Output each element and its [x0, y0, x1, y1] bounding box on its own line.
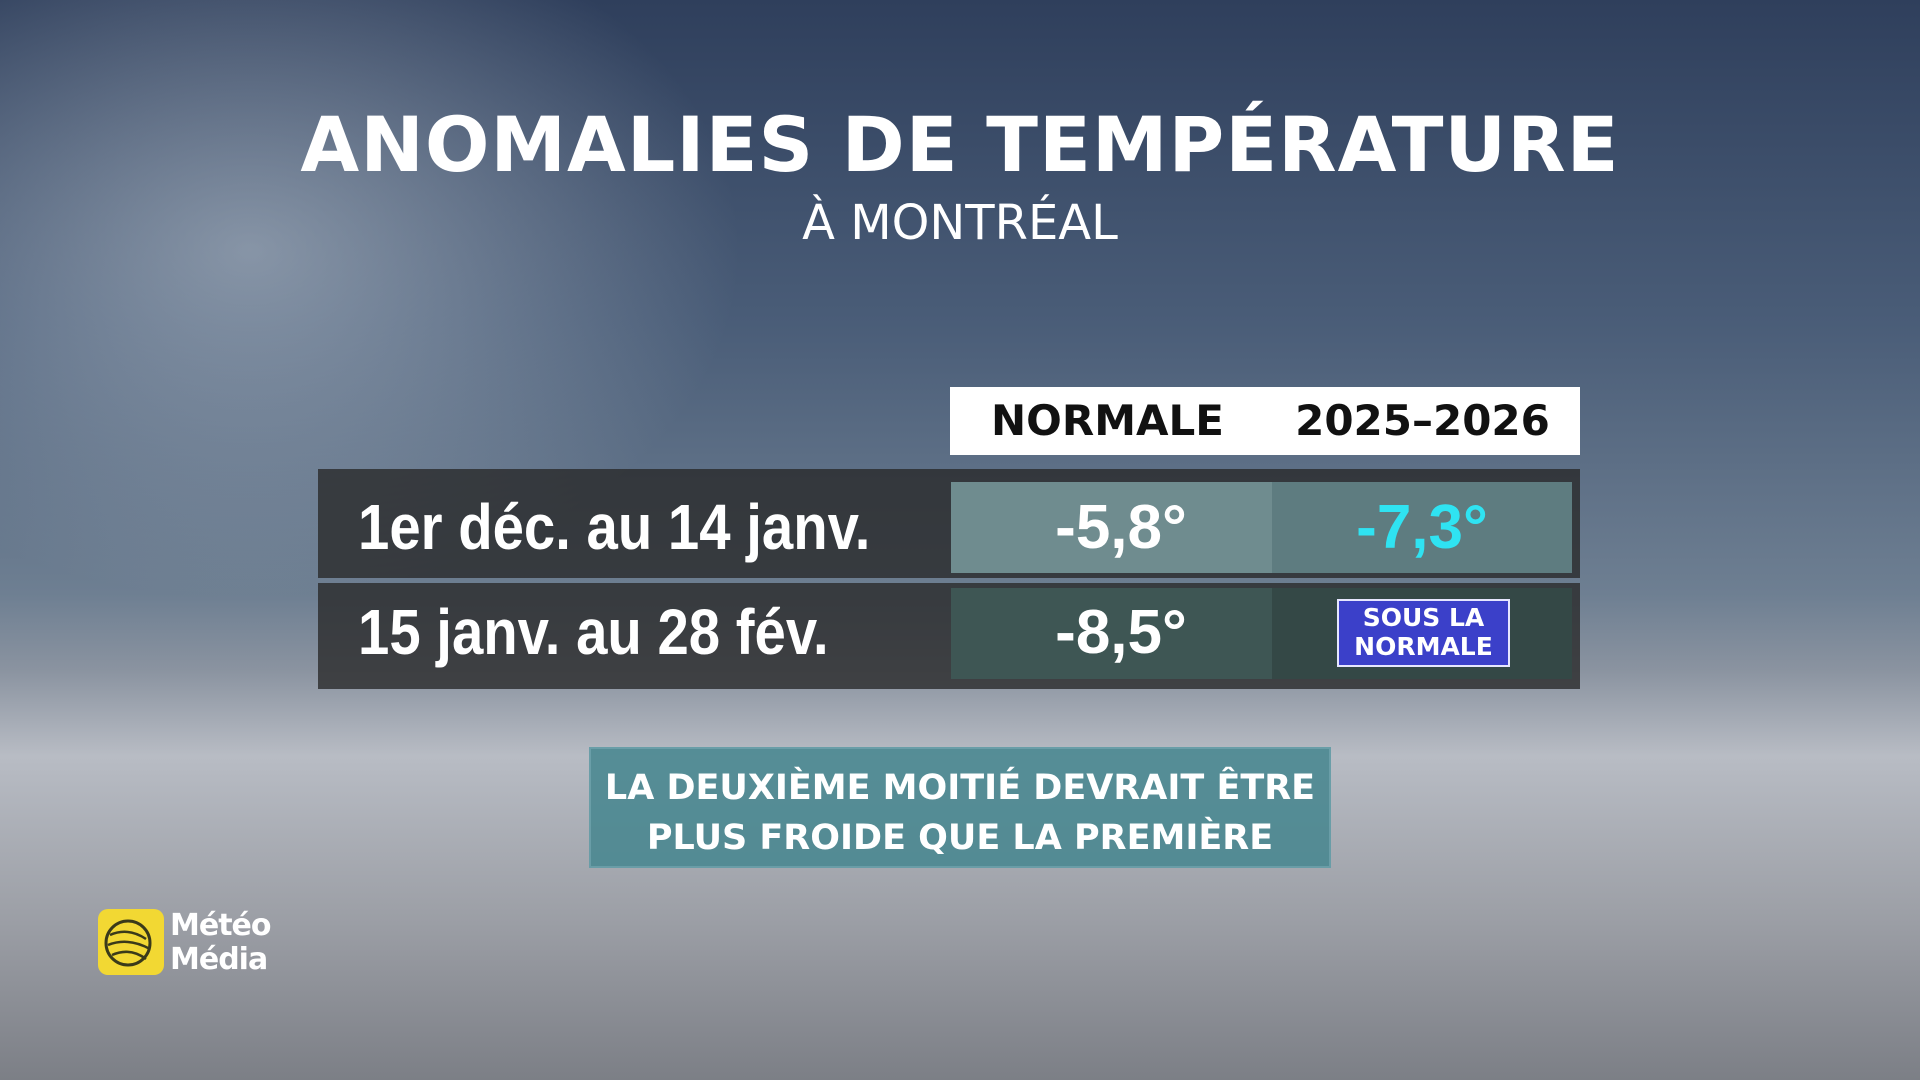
logo-line: Média	[170, 942, 268, 977]
column-header: NORMALE	[991, 396, 1224, 445]
status-badge: SOUS LA NORMALE	[1337, 599, 1510, 667]
column-header: 2025–2026	[1295, 396, 1550, 445]
header-box	[950, 387, 1580, 455]
normal-value: -8,5°	[1055, 598, 1187, 667]
logo-line: Météo	[170, 908, 271, 943]
logo-text: Météo Média	[170, 909, 271, 977]
normal-value: -5,8°	[1055, 493, 1187, 562]
row-label: 1er déc. au 14 janv.	[358, 491, 871, 563]
note-line: LA DEUXIÈME MOITIÉ DEVRAIT ÊTRE	[604, 768, 1316, 808]
subtitle: À MONTRÉAL	[802, 195, 1118, 251]
row-label: 15 janv. au 28 fév.	[358, 596, 829, 668]
current-value: -7,3°	[1356, 493, 1488, 562]
logo-icon	[98, 909, 164, 975]
title: ANOMALIES DE TEMPÉRATURE	[300, 100, 1620, 189]
note-box: LA DEUXIÈME MOITIÉ DEVRAIT ÊTRE PLUS FRO…	[589, 747, 1331, 868]
logo-globe	[104, 919, 152, 967]
note-line: PLUS FROIDE QUE LA PREMIÈRE	[646, 818, 1274, 858]
cell-bg	[1272, 482, 1572, 573]
